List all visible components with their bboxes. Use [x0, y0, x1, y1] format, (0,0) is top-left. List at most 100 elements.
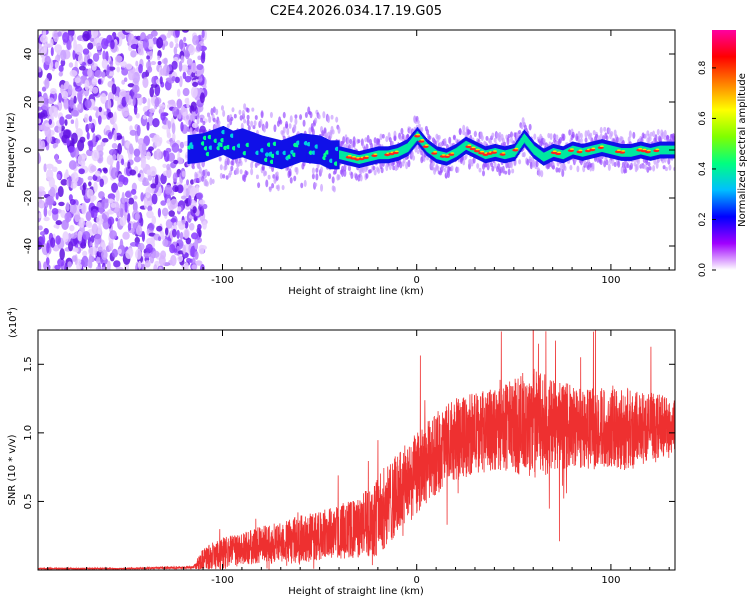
noise-blob	[38, 96, 45, 107]
ridge-center	[517, 142, 520, 151]
noise-blob	[88, 254, 93, 265]
ridge-center	[526, 137, 529, 146]
ridge-halo	[282, 111, 286, 119]
ridge-halo	[649, 131, 653, 137]
noise-blob	[127, 222, 132, 231]
ridge-center	[597, 144, 599, 153]
ridge-halo	[569, 164, 573, 171]
ridge-halo	[426, 128, 430, 136]
ridge-core	[323, 137, 326, 167]
noise-blob	[153, 264, 158, 270]
noise-blob	[142, 38, 149, 50]
noise-blob	[149, 165, 157, 177]
ridge-center	[629, 148, 631, 157]
noise-blob	[154, 174, 159, 186]
noise-blob	[194, 250, 199, 260]
ridge-halo	[584, 137, 588, 143]
noise-blob	[190, 101, 197, 112]
ridge-core	[306, 134, 309, 163]
ridge-halo	[611, 158, 615, 167]
noise-blob	[147, 38, 154, 51]
ridge-peak-edge	[467, 144, 472, 147]
noise-blob	[171, 60, 178, 70]
spectrogram-xtick-label: 100	[601, 275, 620, 286]
ridge-halo	[293, 125, 297, 133]
noise-blob	[43, 206, 48, 218]
noise-blob	[147, 205, 153, 212]
ridge-peak-edge	[569, 148, 574, 150]
ridge-center	[523, 133, 526, 143]
ridge-halo	[361, 166, 365, 174]
ridge-center	[458, 145, 461, 155]
noise-blob	[104, 198, 109, 204]
ridge-halo	[239, 115, 243, 121]
ridge-core	[278, 139, 281, 169]
ridge-halo	[408, 126, 412, 135]
noise-blob	[53, 224, 60, 229]
ridge-halo	[360, 138, 364, 147]
ridge-core	[215, 128, 218, 158]
ridge-halo	[652, 130, 656, 138]
noise-blob	[141, 157, 147, 168]
ridge-center	[582, 147, 585, 157]
noise-blob	[66, 137, 70, 146]
ridge-halo	[246, 119, 250, 127]
noise-blob	[98, 206, 104, 215]
ridge-core	[329, 140, 331, 170]
noise-blob	[157, 236, 162, 242]
ridge-center	[610, 145, 613, 155]
noise-blob	[68, 160, 77, 170]
noise-blob	[91, 86, 99, 94]
ridge-halo	[271, 165, 275, 173]
snr-scale-exp: 4	[6, 310, 14, 315]
noise-blob	[115, 217, 119, 222]
ridge-core	[312, 134, 315, 164]
ridge-core	[240, 128, 243, 158]
ridge-peak-edge	[591, 147, 596, 150]
noise-blob	[77, 103, 82, 110]
noise-blob	[189, 258, 193, 264]
noise-blob	[51, 208, 59, 215]
ridge-halo	[393, 135, 397, 142]
noise-blob	[171, 228, 177, 238]
ridge-core	[331, 140, 333, 170]
ridge-center	[632, 147, 634, 157]
ridge-halo	[513, 160, 517, 167]
ridge-halo	[663, 129, 667, 138]
noise-blob	[77, 154, 86, 166]
noise-blob	[55, 235, 61, 245]
noise-blob	[45, 163, 54, 169]
ridge-center	[627, 148, 630, 157]
noise-blob	[81, 255, 89, 268]
ridge-core	[187, 135, 190, 164]
ridge-center	[606, 144, 608, 154]
ridge-halo	[341, 169, 345, 177]
ridge-halo	[648, 166, 652, 171]
noise-blob	[176, 108, 180, 115]
ridge-halo	[267, 174, 271, 180]
noise-blob	[128, 197, 135, 205]
ridge-core	[243, 129, 246, 158]
ridge-halo	[281, 185, 285, 191]
noise-blob	[94, 170, 101, 177]
ridge-core	[253, 132, 256, 162]
noise-blob	[96, 42, 102, 51]
ridge-halo	[437, 134, 441, 140]
noise-blob	[194, 95, 201, 101]
ridge-core	[267, 137, 269, 166]
noise-blob	[121, 79, 126, 85]
ridge-halo	[613, 162, 617, 167]
ridge-halo	[377, 167, 381, 174]
ridge-center	[548, 150, 551, 159]
ridge-halo	[315, 173, 319, 181]
ridge-halo	[589, 132, 593, 138]
noise-blob	[134, 86, 138, 98]
ridge-halo	[422, 156, 426, 163]
noise-blob	[135, 112, 140, 119]
ridge-peak	[473, 149, 480, 153]
ridge-halo	[193, 129, 197, 136]
ridge-peak	[371, 154, 378, 158]
snr-xlabel: Height of straight line (km)	[288, 586, 424, 597]
ridge-core	[218, 127, 221, 157]
noise-blob	[191, 71, 196, 78]
